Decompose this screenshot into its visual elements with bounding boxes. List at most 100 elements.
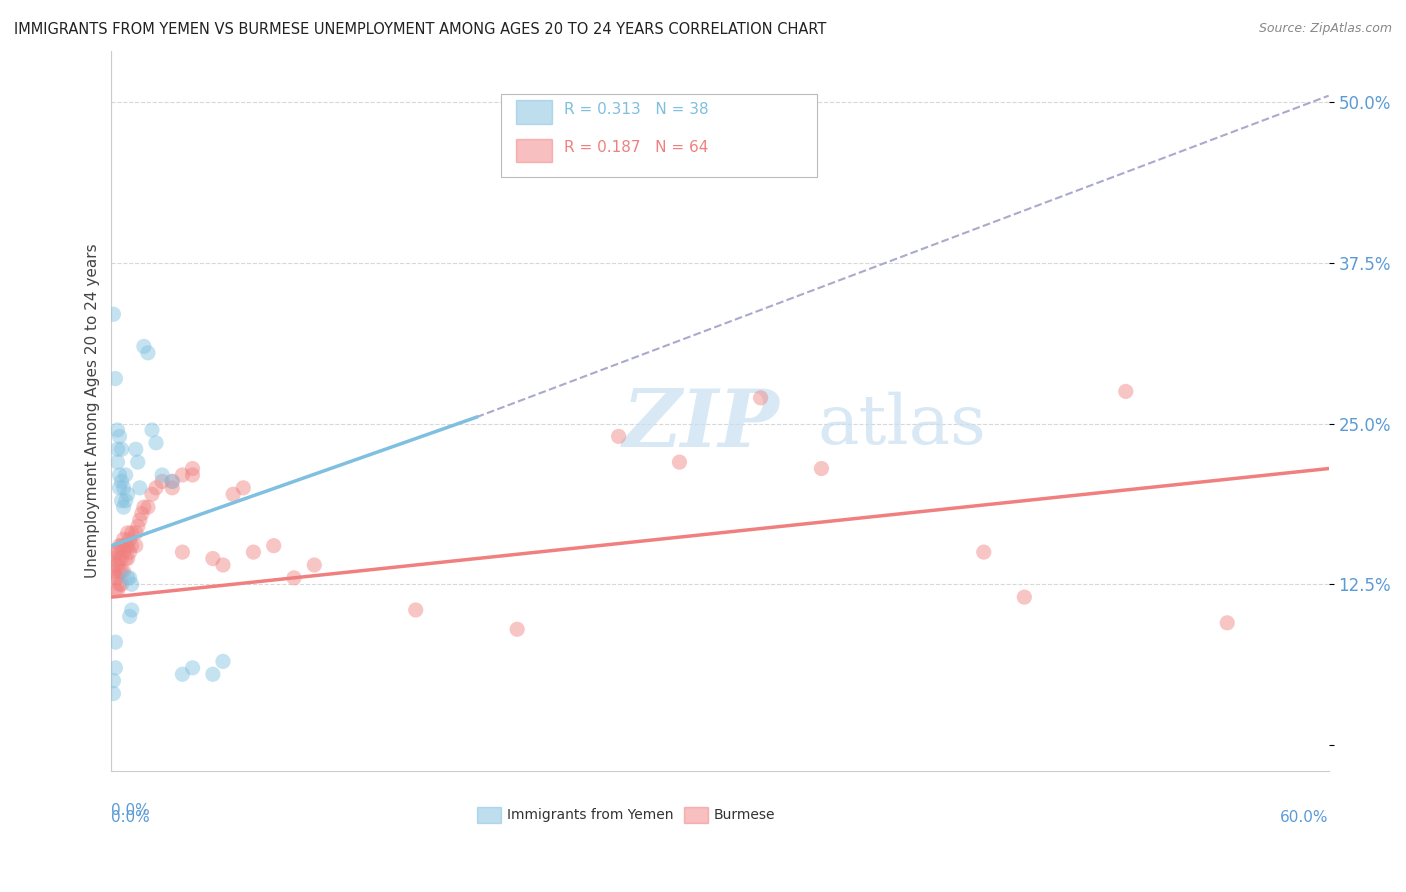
Point xyxy=(114,493,136,508)
Point xyxy=(108,429,131,443)
Point xyxy=(181,467,204,482)
Point xyxy=(118,609,141,624)
Point xyxy=(107,423,129,437)
Point xyxy=(172,667,194,681)
Point xyxy=(607,429,630,443)
Text: Immigrants from Yemen: Immigrants from Yemen xyxy=(508,807,673,822)
Point xyxy=(107,558,129,572)
Point xyxy=(127,455,149,469)
Point xyxy=(118,571,141,585)
Point xyxy=(110,565,132,579)
Point xyxy=(132,500,155,515)
Point xyxy=(108,539,131,553)
Point xyxy=(110,475,132,489)
Point xyxy=(145,481,167,495)
Point xyxy=(110,493,132,508)
Point xyxy=(132,339,155,353)
Point xyxy=(114,551,136,566)
Text: Burmese: Burmese xyxy=(714,807,776,822)
Point xyxy=(125,442,148,457)
Bar xyxy=(516,138,553,162)
Bar xyxy=(516,101,553,124)
Point xyxy=(117,525,139,540)
Point xyxy=(108,481,131,495)
Point xyxy=(104,558,127,572)
Point xyxy=(121,603,143,617)
Text: ZIP: ZIP xyxy=(623,386,779,464)
Point xyxy=(127,519,149,533)
Bar xyxy=(683,806,707,822)
Point xyxy=(201,551,224,566)
Point xyxy=(749,391,772,405)
Point xyxy=(104,635,127,649)
Point xyxy=(668,455,690,469)
Point xyxy=(110,551,132,566)
Point xyxy=(136,500,159,515)
Point xyxy=(304,558,326,572)
Point xyxy=(108,467,131,482)
Text: Source: ZipAtlas.com: Source: ZipAtlas.com xyxy=(1258,22,1392,36)
Point xyxy=(1216,615,1239,630)
Point xyxy=(405,603,427,617)
Point xyxy=(104,583,127,598)
Point xyxy=(107,583,129,598)
Point xyxy=(112,500,135,515)
Point xyxy=(104,661,127,675)
Point xyxy=(108,565,131,579)
Point xyxy=(810,461,832,475)
Point xyxy=(263,539,285,553)
Point xyxy=(117,551,139,566)
FancyBboxPatch shape xyxy=(501,94,817,177)
Point xyxy=(104,371,127,385)
Point xyxy=(121,539,143,553)
Point xyxy=(107,571,129,585)
Point xyxy=(128,481,150,495)
Point xyxy=(114,539,136,553)
Point xyxy=(117,539,139,553)
Point xyxy=(162,481,184,495)
Point xyxy=(107,455,129,469)
Point xyxy=(973,545,995,559)
Point xyxy=(150,475,173,489)
Point xyxy=(162,475,184,489)
Point xyxy=(112,545,135,559)
Point xyxy=(117,571,139,585)
Point xyxy=(506,622,529,636)
Text: atlas: atlas xyxy=(817,392,986,458)
Point xyxy=(172,467,194,482)
Point xyxy=(181,661,204,675)
Point xyxy=(131,507,153,521)
Y-axis label: Unemployment Among Ages 20 to 24 years: Unemployment Among Ages 20 to 24 years xyxy=(86,244,100,578)
Point xyxy=(103,307,125,321)
Point xyxy=(201,667,224,681)
Point xyxy=(212,558,235,572)
Text: 0.0%: 0.0% xyxy=(111,810,150,825)
Text: 60.0%: 60.0% xyxy=(1279,810,1329,825)
Point xyxy=(112,533,135,547)
Text: R = 0.313   N = 38: R = 0.313 N = 38 xyxy=(564,103,709,117)
Point xyxy=(108,577,131,591)
Point xyxy=(172,545,194,559)
Bar xyxy=(477,806,501,822)
Point xyxy=(104,571,127,585)
Point xyxy=(118,533,141,547)
Point xyxy=(107,442,129,457)
Point xyxy=(128,513,150,527)
Point xyxy=(125,539,148,553)
Point xyxy=(232,481,254,495)
Text: 0.0%: 0.0% xyxy=(111,803,150,818)
Point xyxy=(125,525,148,540)
Text: R = 0.187   N = 64: R = 0.187 N = 64 xyxy=(564,140,709,155)
Point xyxy=(145,435,167,450)
Point xyxy=(136,346,159,360)
Point xyxy=(150,467,173,482)
Point xyxy=(1115,384,1137,399)
Point xyxy=(283,571,305,585)
Point xyxy=(108,551,131,566)
Point xyxy=(1014,590,1036,604)
Point xyxy=(212,654,235,668)
Point xyxy=(112,565,135,579)
Point xyxy=(242,545,264,559)
Point xyxy=(103,551,125,566)
Point xyxy=(141,487,163,501)
